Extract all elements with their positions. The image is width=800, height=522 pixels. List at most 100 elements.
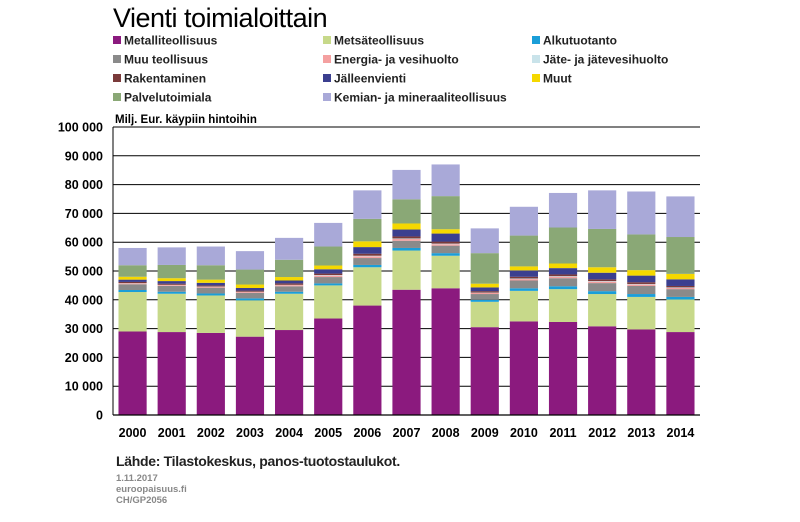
bar-segment <box>548 276 578 279</box>
bar-segment <box>275 283 304 285</box>
bar-segment <box>627 285 656 295</box>
bar-segment <box>470 327 499 415</box>
bar-segment <box>392 236 421 239</box>
bar-segment <box>470 253 499 284</box>
legend-swatch <box>323 55 331 63</box>
bar-segment <box>509 270 538 277</box>
bar-segment <box>548 286 578 290</box>
bar-segment <box>353 258 382 265</box>
legend-item: Jälleenvienti <box>323 72 406 86</box>
bar-segment <box>470 283 499 288</box>
bar-segment <box>392 169 421 200</box>
bar-segment <box>509 235 538 267</box>
legend-swatch <box>113 55 121 63</box>
bar-segment <box>392 240 421 248</box>
legend-item: Muu teollisuus <box>113 53 208 67</box>
bar-segment <box>509 278 538 280</box>
legend-swatch <box>532 74 540 82</box>
bar-segment <box>157 285 186 292</box>
bar-segment <box>588 283 617 292</box>
bar-segment <box>353 253 382 256</box>
bar-segment <box>392 250 421 290</box>
bar-segment <box>157 285 186 286</box>
y-tick-label: 50 000 <box>65 265 103 279</box>
bar-segment <box>118 283 147 285</box>
bar-segment <box>548 263 578 269</box>
x-tick-label: 2001 <box>158 426 186 440</box>
bar-segment <box>588 291 617 295</box>
bar-segment <box>314 222 343 247</box>
bar-segment <box>588 272 617 280</box>
bar-segment <box>588 281 617 282</box>
bar-segment <box>588 267 617 273</box>
bar-segment <box>431 288 460 415</box>
bar-segment <box>196 295 225 333</box>
bar-segment <box>275 291 304 294</box>
bar-segment <box>666 289 695 297</box>
y-tick-label: 30 000 <box>65 322 103 336</box>
bar-segment <box>314 275 343 276</box>
bar-segment <box>235 300 265 337</box>
legend-label: Rakentaminen <box>124 72 206 86</box>
legend-swatch <box>113 74 121 82</box>
bar-segment <box>431 253 460 256</box>
y-tick-label: 90 000 <box>65 149 103 163</box>
bar-segment <box>666 196 695 238</box>
bar-segment <box>431 245 460 254</box>
legend-item: Jäte- ja jätevesihuolto <box>532 53 668 67</box>
legend-label: Kemian- ja mineraaliteollisuus <box>334 91 507 105</box>
bar-segment <box>588 279 617 282</box>
legend-label: Metalliteollisuus <box>124 34 218 48</box>
y-ticks: 0 10 000 20 000 30 000 40 000 50 000 60 000 70 … <box>58 121 103 423</box>
x-tick-label: 2013 <box>627 426 655 440</box>
date-stamp: 1.11.2017 <box>116 473 158 484</box>
bar-segment <box>470 301 499 328</box>
bar-segment <box>666 237 695 274</box>
bar-segment <box>235 292 265 299</box>
bar-segment <box>509 279 538 281</box>
bar-segment <box>392 223 421 230</box>
bar-segment <box>235 284 265 288</box>
x-tick-label: 2009 <box>471 426 499 440</box>
legend-item: Metsäteollisuus <box>323 34 424 48</box>
bar-segment <box>353 305 382 415</box>
bar-segment <box>627 296 656 330</box>
bar-segment <box>196 332 225 415</box>
bar-segment <box>548 321 578 415</box>
bar-segment <box>157 264 186 279</box>
bar-segment <box>314 273 343 276</box>
legend-swatch <box>113 36 121 44</box>
legend-item: Alkutuotanto <box>532 34 617 48</box>
bar-segment <box>548 268 578 275</box>
chart-title: Vienti toimialoittain <box>113 3 327 33</box>
bar-segment <box>157 283 186 285</box>
bar-segment <box>235 251 265 270</box>
bar-segment <box>627 275 656 283</box>
bar-segment <box>157 332 186 415</box>
bar-segment <box>627 283 656 285</box>
site-name: euroopaisuus.fi <box>116 484 187 495</box>
x-tick-label: 2012 <box>588 426 616 440</box>
bar-segment <box>392 238 421 240</box>
bar-segment <box>392 247 421 251</box>
y-tick-label: 40 000 <box>65 293 103 307</box>
bar-segment <box>548 278 578 287</box>
y-tick-label: 10 000 <box>65 380 103 394</box>
bar-segment <box>588 190 617 229</box>
bar-segment <box>118 276 147 280</box>
bar-segment <box>548 227 578 264</box>
bar-segment <box>314 285 343 319</box>
bar-segment <box>431 241 460 244</box>
bar-segment <box>666 332 695 415</box>
bar-segment <box>392 199 421 224</box>
y-tick-label: 80 000 <box>65 178 103 192</box>
bar-segment <box>627 284 656 286</box>
bar-segment <box>275 330 304 415</box>
bar-segment <box>118 284 147 291</box>
bar-segment <box>666 279 695 286</box>
bar-segment <box>548 192 578 228</box>
x-tick-label: 2005 <box>314 426 342 440</box>
bar-segment <box>196 279 225 283</box>
bar-segment <box>235 269 265 285</box>
bar-segment <box>275 237 304 260</box>
